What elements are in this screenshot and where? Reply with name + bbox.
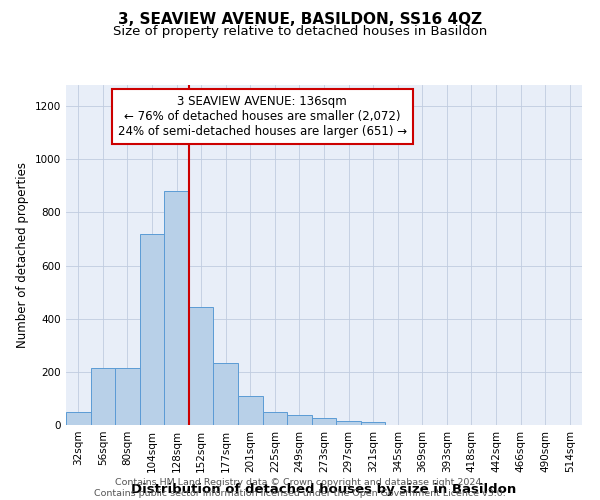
X-axis label: Distribution of detached houses by size in Basildon: Distribution of detached houses by size … <box>131 483 517 496</box>
Bar <box>263 412 287 425</box>
Text: Size of property relative to detached houses in Basildon: Size of property relative to detached ho… <box>113 25 487 38</box>
Text: 3, SEAVIEW AVENUE, BASILDON, SS16 4QZ: 3, SEAVIEW AVENUE, BASILDON, SS16 4QZ <box>118 12 482 28</box>
Bar <box>336 421 361 425</box>
Bar <box>312 418 336 425</box>
Bar <box>287 415 312 425</box>
Bar <box>164 191 189 425</box>
Y-axis label: Number of detached properties: Number of detached properties <box>16 162 29 348</box>
Bar <box>140 234 164 425</box>
Bar <box>91 368 115 425</box>
Bar <box>66 412 91 425</box>
Bar <box>189 307 214 425</box>
Bar <box>361 422 385 425</box>
Bar <box>115 368 140 425</box>
Bar <box>214 362 238 425</box>
Text: 3 SEAVIEW AVENUE: 136sqm
← 76% of detached houses are smaller (2,072)
24% of sem: 3 SEAVIEW AVENUE: 136sqm ← 76% of detach… <box>118 95 407 138</box>
Bar <box>238 396 263 425</box>
Text: Contains HM Land Registry data © Crown copyright and database right 2024.
Contai: Contains HM Land Registry data © Crown c… <box>94 478 506 498</box>
